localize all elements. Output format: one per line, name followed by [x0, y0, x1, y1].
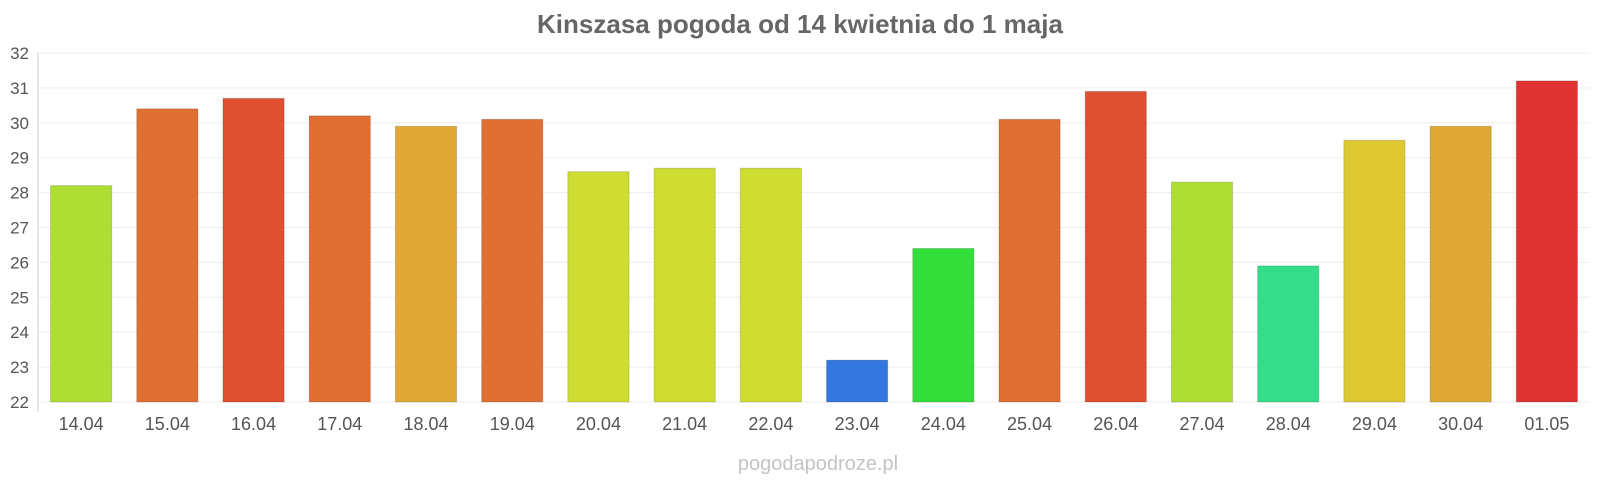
- y-tick-label: 22: [10, 393, 29, 412]
- bar-27.04[interactable]: [1170, 181, 1234, 403]
- y-axis-ticks: 22 23 24 25 26 27 28 29 30 31 32: [10, 44, 29, 412]
- bar-19.04[interactable]: [481, 118, 544, 403]
- bars: [50, 80, 1578, 403]
- x-tick-label: 26.04: [1093, 414, 1138, 434]
- bar-18.04[interactable]: [394, 125, 458, 403]
- bar-17.04[interactable]: [308, 115, 371, 403]
- bar-20.04[interactable]: [567, 171, 630, 403]
- y-tick-label: 30: [10, 114, 29, 133]
- y-tick-label: 26: [10, 253, 29, 272]
- chart-title: Kinszasa pogoda od 14 kwietnia do 1 maja: [537, 9, 1063, 39]
- y-tick-label: 28: [10, 184, 29, 203]
- y-tick-label: 31: [10, 79, 29, 98]
- x-tick-label: 14.04: [59, 414, 104, 434]
- bar-23.04[interactable]: [826, 359, 889, 403]
- bar-16.04[interactable]: [222, 97, 285, 403]
- bar-29.04[interactable]: [1343, 139, 1406, 403]
- x-axis-ticks: 14.04 15.04 16.04 17.04 18.04 19.04 20.04 21.04…: [59, 414, 1570, 434]
- bar-01.05[interactable]: [1515, 80, 1578, 403]
- bar-26.04[interactable]: [1084, 90, 1147, 403]
- x-tick-label: 01.05: [1524, 414, 1569, 434]
- bar-25.04[interactable]: [998, 118, 1061, 403]
- y-tick-label: 27: [10, 219, 29, 238]
- x-tick-label: 16.04: [231, 414, 276, 434]
- x-tick-label: 19.04: [490, 414, 535, 434]
- x-tick-label: 21.04: [662, 414, 707, 434]
- x-tick-label: 25.04: [1007, 414, 1052, 434]
- x-tick-label: 29.04: [1352, 414, 1397, 434]
- x-tick-label: 17.04: [317, 414, 362, 434]
- y-tick-label: 32: [10, 44, 29, 63]
- x-tick-label: 20.04: [576, 414, 621, 434]
- y-tick-label: 23: [10, 358, 29, 377]
- y-tick-label: 24: [10, 323, 29, 342]
- y-tick-label: 29: [10, 149, 29, 168]
- x-tick-label: 22.04: [748, 414, 793, 434]
- y-tick-label: 25: [10, 288, 29, 307]
- bar-15.04[interactable]: [136, 108, 199, 403]
- bar-28.04[interactable]: [1257, 265, 1320, 403]
- watermark-text: pogodapodroze.pl: [738, 453, 898, 475]
- x-tick-label: 28.04: [1266, 414, 1311, 434]
- bar-30.04[interactable]: [1429, 125, 1492, 403]
- grid-lines: [38, 52, 1590, 403]
- x-tick-label: 18.04: [403, 414, 448, 434]
- bar-22.04[interactable]: [739, 167, 802, 403]
- bar-14.04[interactable]: [50, 185, 113, 403]
- x-tick-label: 24.04: [921, 414, 966, 434]
- x-tick-label: 30.04: [1438, 414, 1483, 434]
- x-tick-label: 23.04: [835, 414, 880, 434]
- x-tick-label: 27.04: [1179, 414, 1224, 434]
- x-tick-label: 15.04: [145, 414, 190, 434]
- bar-24.04[interactable]: [912, 247, 975, 403]
- bar-21.04[interactable]: [653, 167, 716, 403]
